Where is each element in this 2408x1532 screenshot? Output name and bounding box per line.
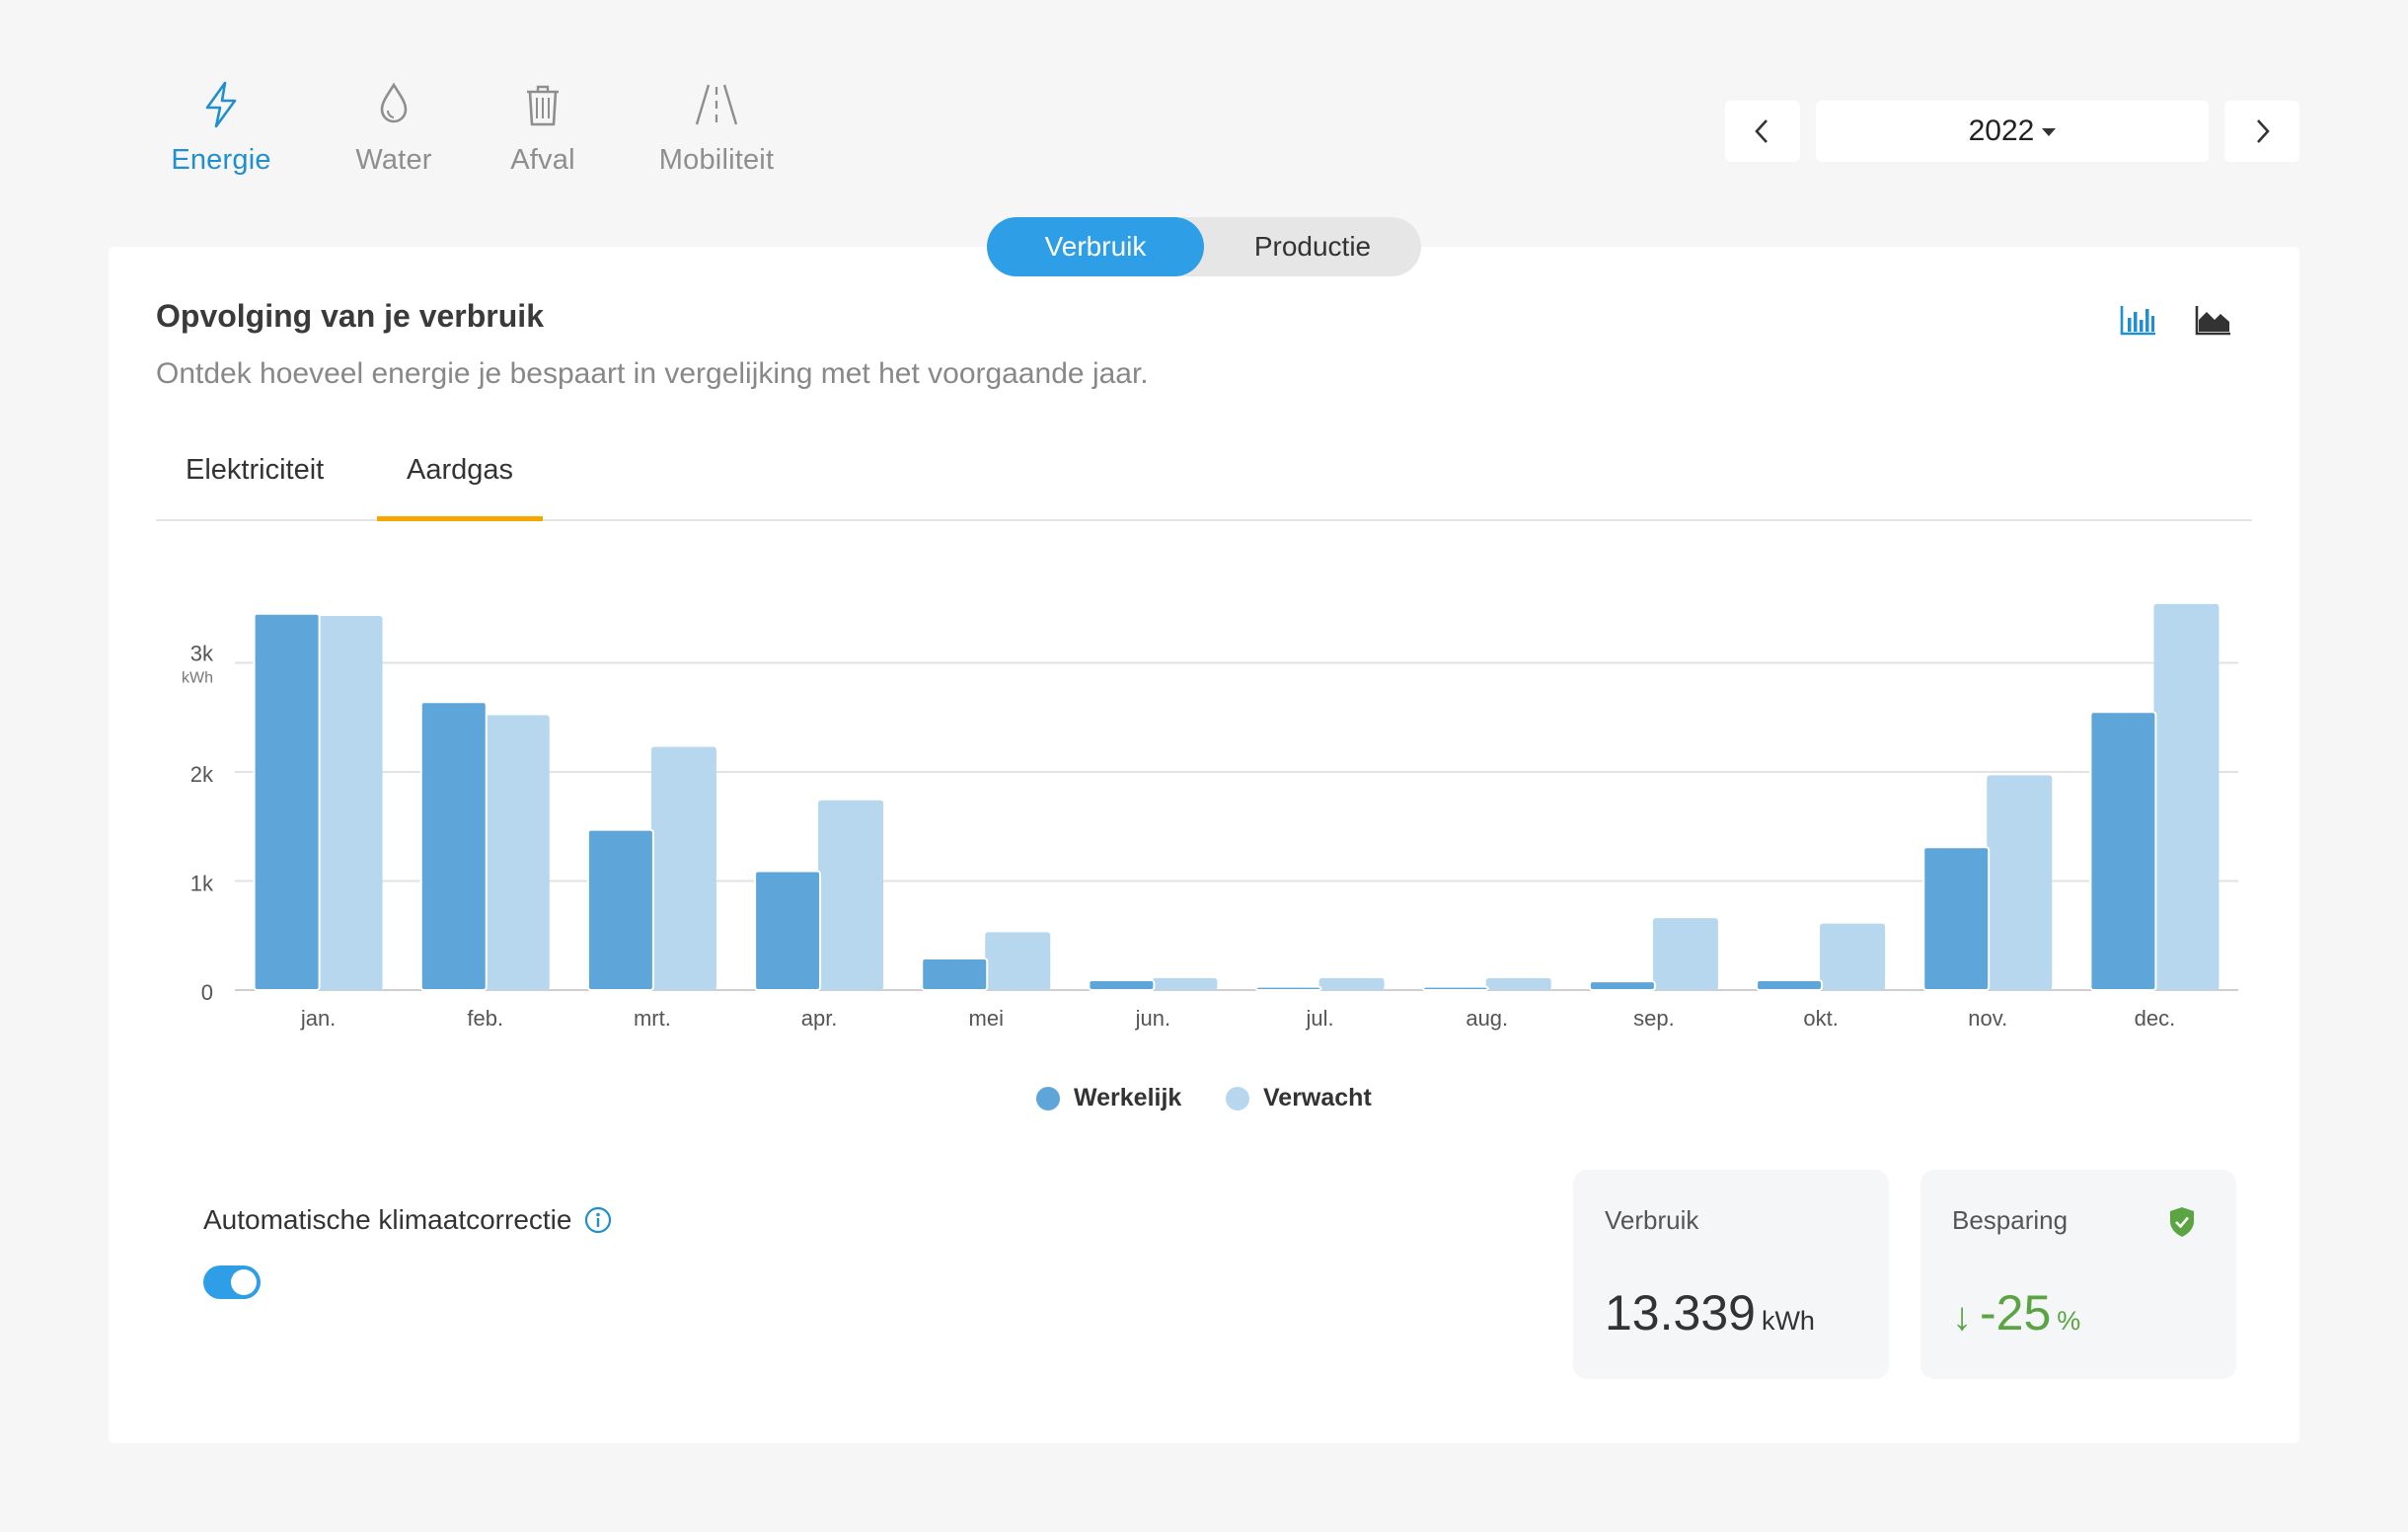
- tab-elektriciteit[interactable]: Elektriciteit: [186, 454, 325, 486]
- category-label: Water: [355, 144, 432, 176]
- y-unit-label: kWh: [182, 670, 213, 687]
- bar-verwacht: [317, 615, 383, 990]
- x-tick-label: okt.: [1803, 1006, 1838, 1031]
- bar-werkelijk: [1756, 979, 1824, 991]
- bar-werkelijk: [1421, 985, 1489, 991]
- tab-aardgas[interactable]: Aardgas: [377, 454, 544, 521]
- stat-card-verbruik: Verbruik 13.339 kWh: [1573, 1170, 1889, 1379]
- water-drop-icon: [380, 82, 408, 123]
- bar-werkelijk: [586, 828, 654, 991]
- category-energie[interactable]: Energie: [162, 77, 280, 177]
- bar-verwacht: [1652, 918, 1718, 990]
- x-tick-label: jan.: [300, 1006, 336, 1031]
- bar-verwacht: [1318, 977, 1385, 990]
- consumption-card: Opvolging van je verbruik Ontdek hoeveel…: [109, 247, 2299, 1443]
- chart-legend: Werkelijk Verwacht: [1036, 1084, 1451, 1123]
- down-arrow-icon: ↓: [1952, 1295, 1972, 1339]
- trash-icon: [527, 85, 559, 126]
- year-prev-button[interactable]: [1725, 101, 1800, 162]
- category-water[interactable]: Water: [339, 77, 448, 177]
- legend-dot: [1226, 1086, 1249, 1111]
- bar-verwacht: [650, 746, 716, 990]
- stat-value: ↓ -25%: [1952, 1284, 2080, 1341]
- x-tick-label: jun.: [1135, 1006, 1170, 1031]
- consumption-bar-chart: 0 1k 2k 3k kWh jan. feb. mrt. apr. mei jun. jul. aug…: [182, 603, 2238, 1031]
- energy-type-tabs: Elektriciteit Aardgas: [156, 444, 2252, 521]
- year-dropdown[interactable]: 2022: [1816, 101, 2209, 162]
- stat-label: Verbruik: [1605, 1205, 1699, 1235]
- climate-correction-text: Automatische klimaatcorrectie: [203, 1204, 572, 1235]
- shield-check-icon: [2170, 1207, 2194, 1237]
- legend-dot: [1036, 1086, 1060, 1111]
- legend-item-verwacht[interactable]: Verwacht: [1226, 1084, 1372, 1112]
- info-icon[interactable]: [583, 1205, 613, 1235]
- y-tick-label: 2k: [190, 762, 214, 787]
- stat-label: Besparing: [1952, 1205, 2069, 1235]
- toggle-knob: [231, 1269, 257, 1295]
- bar-werkelijk: [1088, 979, 1156, 991]
- stat-card-besparing: Besparing ↓ -25%: [1920, 1170, 2236, 1379]
- bar-werkelijk: [1922, 846, 1991, 991]
- legend-label: Werkelijk: [1074, 1084, 1182, 1111]
- year-value: 2022: [1968, 115, 2035, 147]
- x-tick-label: sep.: [1633, 1006, 1675, 1031]
- category-nav: Energie Water Afval Mobiliteit: [138, 77, 849, 195]
- caret-down-icon: [2042, 128, 2057, 136]
- mode-toggle: Verbruik Productie: [987, 217, 1421, 276]
- bar-werkelijk: [754, 870, 822, 991]
- legend-item-werkelijk[interactable]: Werkelijk: [1036, 1084, 1181, 1112]
- climate-correction-label: Automatische klimaatcorrectie: [203, 1204, 613, 1236]
- y-tick-label: 0: [201, 980, 213, 1005]
- card-subtitle: Ontdek hoeveel energie je bespaart in ve…: [156, 357, 1149, 390]
- bar-werkelijk: [419, 701, 488, 991]
- stat-value: 13.339 kWh: [1605, 1284, 1815, 1341]
- stat-number: -25: [1980, 1285, 2052, 1340]
- climate-correction-toggle[interactable]: [203, 1265, 261, 1299]
- x-tick-label: apr.: [801, 1006, 838, 1031]
- bar-verwacht: [818, 800, 884, 990]
- bar-verwacht: [2153, 603, 2220, 990]
- lightning-icon: [205, 81, 237, 128]
- bar-werkelijk: [253, 612, 321, 992]
- bar-chart-icon[interactable]: [2118, 300, 2159, 340]
- bar-verwacht: [1152, 977, 1218, 990]
- y-tick-label: 3k: [190, 642, 214, 666]
- bar-verwacht: [1987, 775, 2053, 990]
- year-next-button[interactable]: [2224, 101, 2299, 162]
- x-tick-label: feb.: [467, 1006, 503, 1031]
- stat-unit: kWh: [1761, 1306, 1815, 1336]
- road-icon: [695, 84, 738, 125]
- area-chart-icon[interactable]: [2193, 300, 2234, 340]
- x-tick-label: dec.: [2135, 1006, 2176, 1031]
- x-tick-label: mei: [969, 1006, 1004, 1031]
- x-tick-label: jul.: [1306, 1006, 1334, 1031]
- x-tick-label: mrt.: [634, 1006, 671, 1031]
- chevron-left-icon: [1755, 119, 1768, 143]
- bar-verwacht: [985, 932, 1051, 990]
- bar-werkelijk: [1254, 985, 1322, 991]
- y-tick-label: 1k: [190, 872, 214, 896]
- x-tick-label: aug.: [1466, 1006, 1508, 1031]
- bar-verwacht: [484, 715, 550, 990]
- bar-werkelijk: [921, 957, 989, 991]
- category-label: Energie: [171, 144, 271, 176]
- chevron-right-icon: [2257, 119, 2270, 143]
- bar-werkelijk: [1588, 980, 1656, 992]
- bar-verwacht: [1820, 923, 1886, 990]
- legend-label: Verwacht: [1263, 1084, 1372, 1111]
- bar-verwacht: [1485, 977, 1551, 990]
- x-tick-label: nov.: [1968, 1006, 2007, 1031]
- bar-werkelijk: [2089, 711, 2157, 991]
- segment-productie[interactable]: Productie: [1253, 231, 1372, 262]
- stat-number: 13.339: [1605, 1285, 1756, 1340]
- segment-verbruik[interactable]: Verbruik: [987, 217, 1204, 276]
- card-title: Opvolging van je verbruik: [156, 298, 544, 334]
- chart-view-switch: [2118, 300, 2236, 340]
- category-label: Mobiliteit: [658, 144, 775, 176]
- stat-unit: %: [2057, 1306, 2081, 1336]
- category-afval[interactable]: Afval: [493, 77, 592, 177]
- category-label: Afval: [510, 144, 575, 176]
- category-mobiliteit[interactable]: Mobiliteit: [647, 77, 786, 177]
